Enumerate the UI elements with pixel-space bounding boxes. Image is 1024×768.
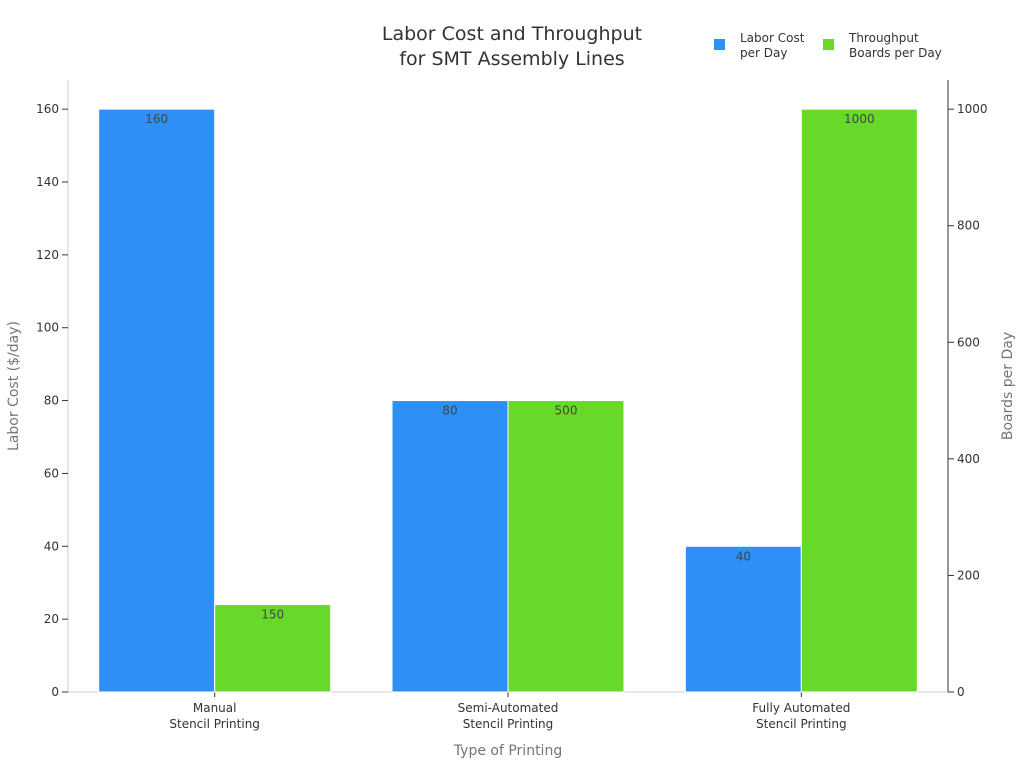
legend-swatch-throughput: [823, 39, 834, 50]
left-tick-label: 40: [44, 539, 59, 553]
labor-cost-bar: [98, 108, 216, 693]
right-tick-label: 200: [957, 568, 980, 582]
x-category-label: Semi-Automated: [458, 701, 559, 715]
left-tick-label: 100: [36, 321, 59, 335]
bar-value-label: 80: [442, 404, 457, 418]
left-tick-label: 80: [44, 394, 59, 408]
left-tick-label: 60: [44, 466, 59, 480]
bar-value-label: 1000: [844, 112, 875, 126]
throughput-bar: [507, 400, 625, 693]
x-category-label: Manual: [193, 701, 237, 715]
legend-label: per Day: [740, 46, 787, 60]
throughput-bar: [214, 604, 332, 693]
chart-title-line: Labor Cost and Throughput: [382, 23, 642, 45]
bars: [98, 108, 918, 693]
x-category-label: Fully Automated: [752, 701, 850, 715]
left-tick-label: 140: [36, 175, 59, 189]
data-labels: 160 150 80 500 40 1000: [145, 112, 874, 621]
bar-value-label: 150: [261, 608, 284, 622]
left-tick-label: 20: [44, 612, 59, 626]
right-tick-label: 600: [957, 335, 980, 349]
throughput-bar: [800, 108, 918, 693]
y2-axis-title: Boards per Day: [1000, 332, 1016, 440]
labor-cost-bar: [391, 400, 509, 693]
labor-cost-bar: [684, 545, 802, 693]
chart-title-line: for SMT Assembly Lines: [399, 48, 624, 70]
bar-value-label: 40: [736, 549, 751, 563]
chart-title: Labor Cost and Throughput for SMT Assembl…: [382, 23, 642, 70]
x-category-label: Stencil Printing: [463, 717, 554, 731]
bar-value-label: 500: [555, 404, 578, 418]
legend-label: Boards per Day: [849, 46, 942, 60]
left-tick-label: 0: [51, 685, 59, 699]
left-tick-label: 160: [36, 102, 59, 116]
y-axis-title: Labor Cost ($/day): [6, 321, 22, 451]
legend-label: Labor Cost: [740, 31, 805, 45]
x-category-label: Stencil Printing: [169, 717, 260, 731]
legend-label: Throughput: [848, 31, 919, 45]
legend-swatch-labor-cost: [714, 39, 725, 50]
right-tick-label: 400: [957, 452, 980, 466]
axes: 0 20 40 60 80 100 120 140 160 0 200 400 600 800 1000 Ty…: [6, 80, 1016, 759]
right-tick-label: 800: [957, 219, 980, 233]
right-tick-label: 1000: [957, 102, 988, 116]
left-tick-label: 120: [36, 248, 59, 262]
x-category-label: Stencil Printing: [756, 717, 847, 731]
x-axis-title: Type of Printing: [453, 743, 562, 759]
right-tick-label: 0: [957, 685, 965, 699]
bar-value-label: 160: [145, 112, 168, 126]
